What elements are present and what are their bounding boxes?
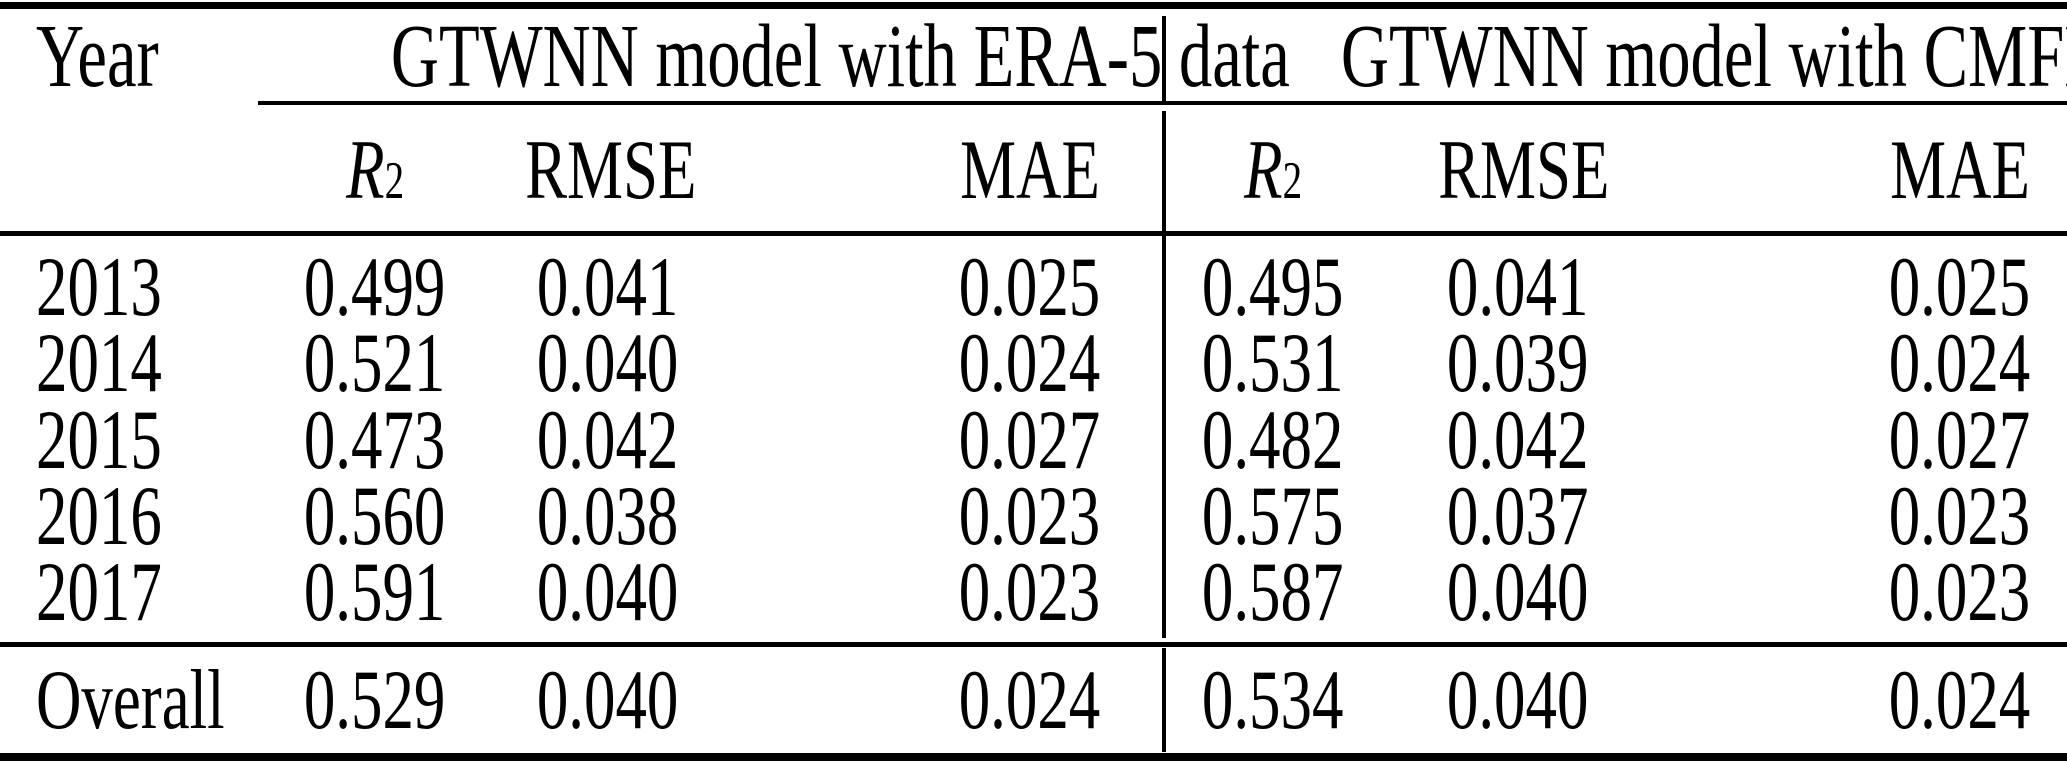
table-row-2013: 2013 0.499 0.041 0.025 0.495 0.041 0.025	[0, 242, 2067, 332]
rmse-value-cmfd: 0.040	[1447, 545, 1589, 639]
overall-top-rule	[0, 642, 2067, 647]
r2-header-era5: R2	[346, 123, 404, 217]
r2-value-cmfd: 0.495	[1202, 240, 1344, 334]
year-cell: 2017	[36, 545, 162, 639]
mae-value-era5: 0.025	[958, 240, 1100, 334]
mae-header-era5: MAE	[960, 123, 1100, 217]
rmse-value-era5: 0.040	[536, 653, 679, 747]
overall-label: Overall	[36, 653, 225, 747]
column-divider-segment-header	[1162, 16, 1166, 101]
r2-value-era5: 0.529	[304, 653, 446, 747]
rmse-value-cmfd: 0.040	[1447, 653, 1589, 747]
mae-value-cmfd: 0.027	[1888, 393, 2030, 487]
r2-value-cmfd: 0.531	[1202, 316, 1344, 410]
mae-value-cmfd: 0.024	[1888, 316, 2030, 410]
mae-value-cmfd: 0.025	[1888, 240, 2030, 334]
r2-value-era5: 0.591	[304, 545, 446, 639]
year-column-header: Year	[36, 7, 159, 106]
year-cell: 2013	[36, 240, 162, 334]
r2-value-era5: 0.499	[304, 240, 446, 334]
rmse-header-era5: RMSE	[525, 123, 697, 217]
table-row-overall: Overall 0.529 0.040 0.024 0.534 0.040 0.…	[0, 655, 2067, 745]
top-rule	[0, 2, 2067, 9]
mae-header-cmfd: MAE	[1890, 123, 2030, 217]
rmse-value-era5: 0.042	[536, 393, 679, 487]
mae-value-era5: 0.023	[958, 469, 1100, 563]
r2-value-era5: 0.521	[304, 316, 446, 410]
column-divider-segment-body	[1162, 236, 1166, 638]
mae-value-era5: 0.024	[958, 316, 1100, 410]
table-row-2015: 2015 0.473 0.042 0.027 0.482 0.042 0.027	[0, 395, 2067, 485]
year-cell: 2014	[36, 316, 162, 410]
r2-value-cmfd: 0.587	[1202, 545, 1344, 639]
year-cell: 2015	[36, 393, 162, 487]
group-header-row: Year GTWNN model with ERA-5 data GTWNN m…	[0, 2, 2067, 112]
group-header-cmfd: GTWNN model with CMFD data	[1340, 7, 2067, 106]
mae-value-cmfd: 0.023	[1888, 469, 2030, 563]
metric-header-row: R2 RMSE MAE R2 RMSE MAE	[0, 120, 2067, 220]
bottom-rule	[0, 753, 2067, 761]
rmse-value-era5: 0.040	[536, 545, 679, 639]
rmse-value-cmfd: 0.039	[1447, 316, 1589, 410]
column-divider-segment-overall	[1162, 648, 1166, 752]
year-cell: 2016	[36, 469, 162, 563]
rmse-value-era5: 0.041	[536, 240, 679, 334]
mae-value-cmfd: 0.024	[1888, 653, 2030, 747]
r2-header-cmfd: R2	[1244, 123, 1302, 217]
column-divider-segment-subheader	[1162, 111, 1166, 231]
r2-value-era5: 0.560	[304, 469, 446, 563]
rmse-value-cmfd: 0.037	[1447, 469, 1589, 563]
mae-value-era5: 0.027	[958, 393, 1100, 487]
r2-value-era5: 0.473	[304, 393, 446, 487]
mae-value-cmfd: 0.023	[1888, 545, 2030, 639]
r2-value-cmfd: 0.482	[1202, 393, 1344, 487]
r2-value-cmfd: 0.534	[1202, 653, 1344, 747]
rmse-value-era5: 0.038	[536, 469, 679, 563]
group-header-era5: GTWNN model with ERA-5 data	[390, 7, 1290, 106]
rmse-value-cmfd: 0.042	[1447, 393, 1589, 487]
mae-value-era5: 0.024	[958, 653, 1100, 747]
table-row-2017: 2017 0.591 0.040 0.023 0.587 0.040 0.023	[0, 547, 2067, 637]
group-header-underline-rule	[258, 101, 2067, 105]
table-row-2016: 2016 0.560 0.038 0.023 0.575 0.037 0.023	[0, 471, 2067, 561]
table-row-2014: 2014 0.521 0.040 0.024 0.531 0.039 0.024	[0, 318, 2067, 408]
mae-value-era5: 0.023	[958, 545, 1100, 639]
rmse-value-era5: 0.040	[536, 316, 679, 410]
rmse-value-cmfd: 0.041	[1447, 240, 1589, 334]
header-bottom-rule	[0, 231, 2067, 236]
r2-value-cmfd: 0.575	[1202, 469, 1344, 563]
rmse-header-cmfd: RMSE	[1438, 123, 1610, 217]
